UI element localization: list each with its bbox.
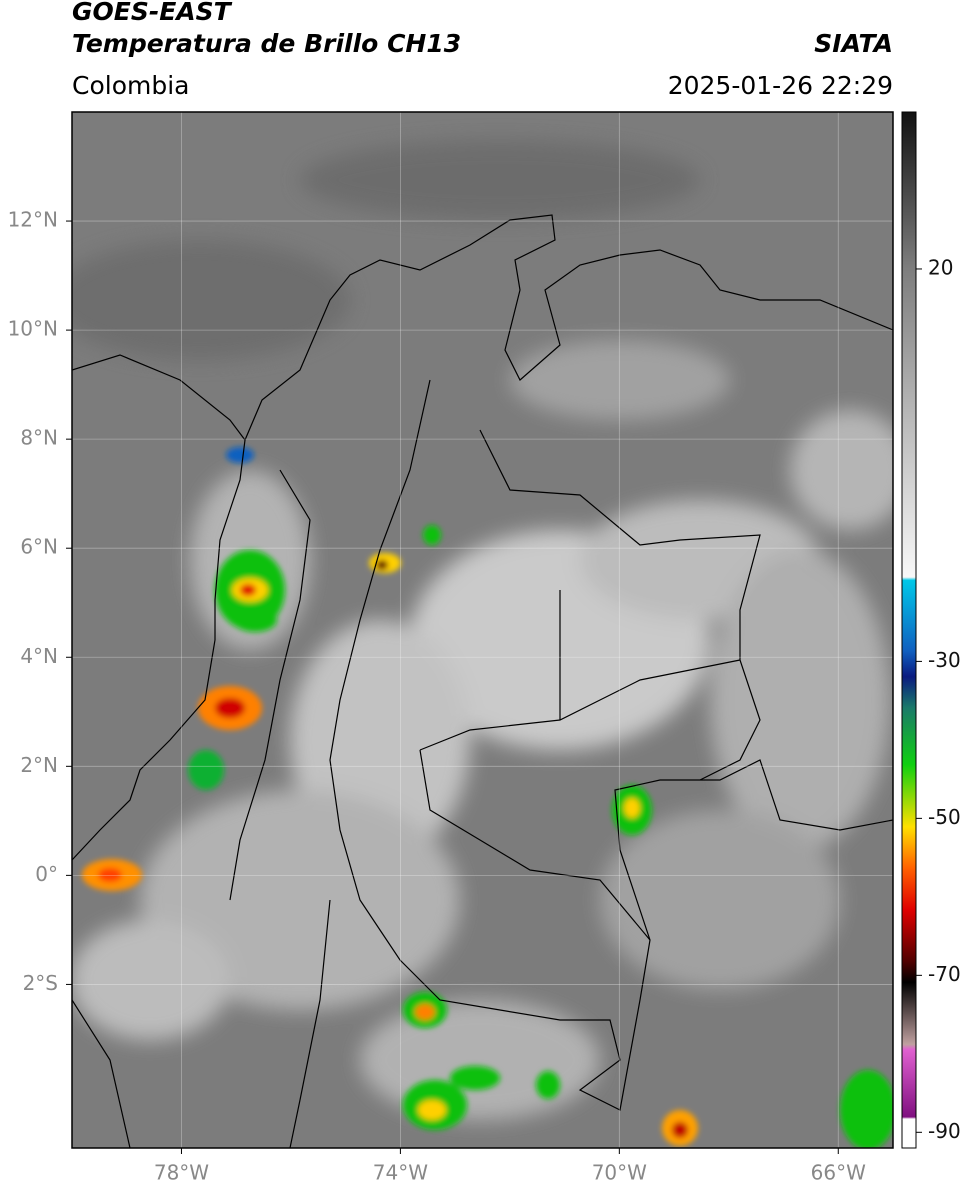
lat-tick-label: 10°N (8, 317, 58, 341)
colorbar-tick-label: -70 (928, 962, 961, 986)
lon-tick-label: 66°W (811, 1161, 866, 1185)
lat-tick-label: 4°N (20, 644, 58, 668)
lat-tick-label: 8°N (20, 426, 58, 450)
colorbar-tick-label: -50 (928, 805, 961, 829)
title: GOES-EAST (72, 0, 233, 26)
datetime: 2025-01-26 22:29 (668, 71, 893, 100)
agency: SIATA (814, 29, 893, 58)
subtitle: Temperatura de Brillo CH13 (72, 29, 461, 58)
lat-tick-label: 0° (35, 862, 58, 886)
lat-tick-label: 2°S (23, 971, 58, 995)
colorbar-tick-label: 20 (928, 255, 953, 279)
satellite-image (72, 112, 893, 1148)
region: Colombia (72, 71, 189, 100)
colorbar-tick-label: -90 (928, 1119, 961, 1143)
lon-tick-label: 74°W (373, 1161, 428, 1185)
lat-tick-label: 6°N (20, 535, 58, 559)
lat-tick-label: 12°N (8, 208, 58, 232)
colorbar (901, 111, 917, 1149)
lon-tick-label: 70°W (592, 1161, 647, 1185)
map-frame (71, 111, 894, 1149)
lon-tick-label: 78°W (154, 1161, 209, 1185)
colorbar-tick-label: -30 (928, 648, 961, 672)
lat-tick-label: 2°N (20, 753, 58, 777)
